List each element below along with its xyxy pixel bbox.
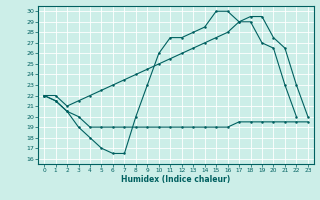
X-axis label: Humidex (Indice chaleur): Humidex (Indice chaleur) bbox=[121, 175, 231, 184]
